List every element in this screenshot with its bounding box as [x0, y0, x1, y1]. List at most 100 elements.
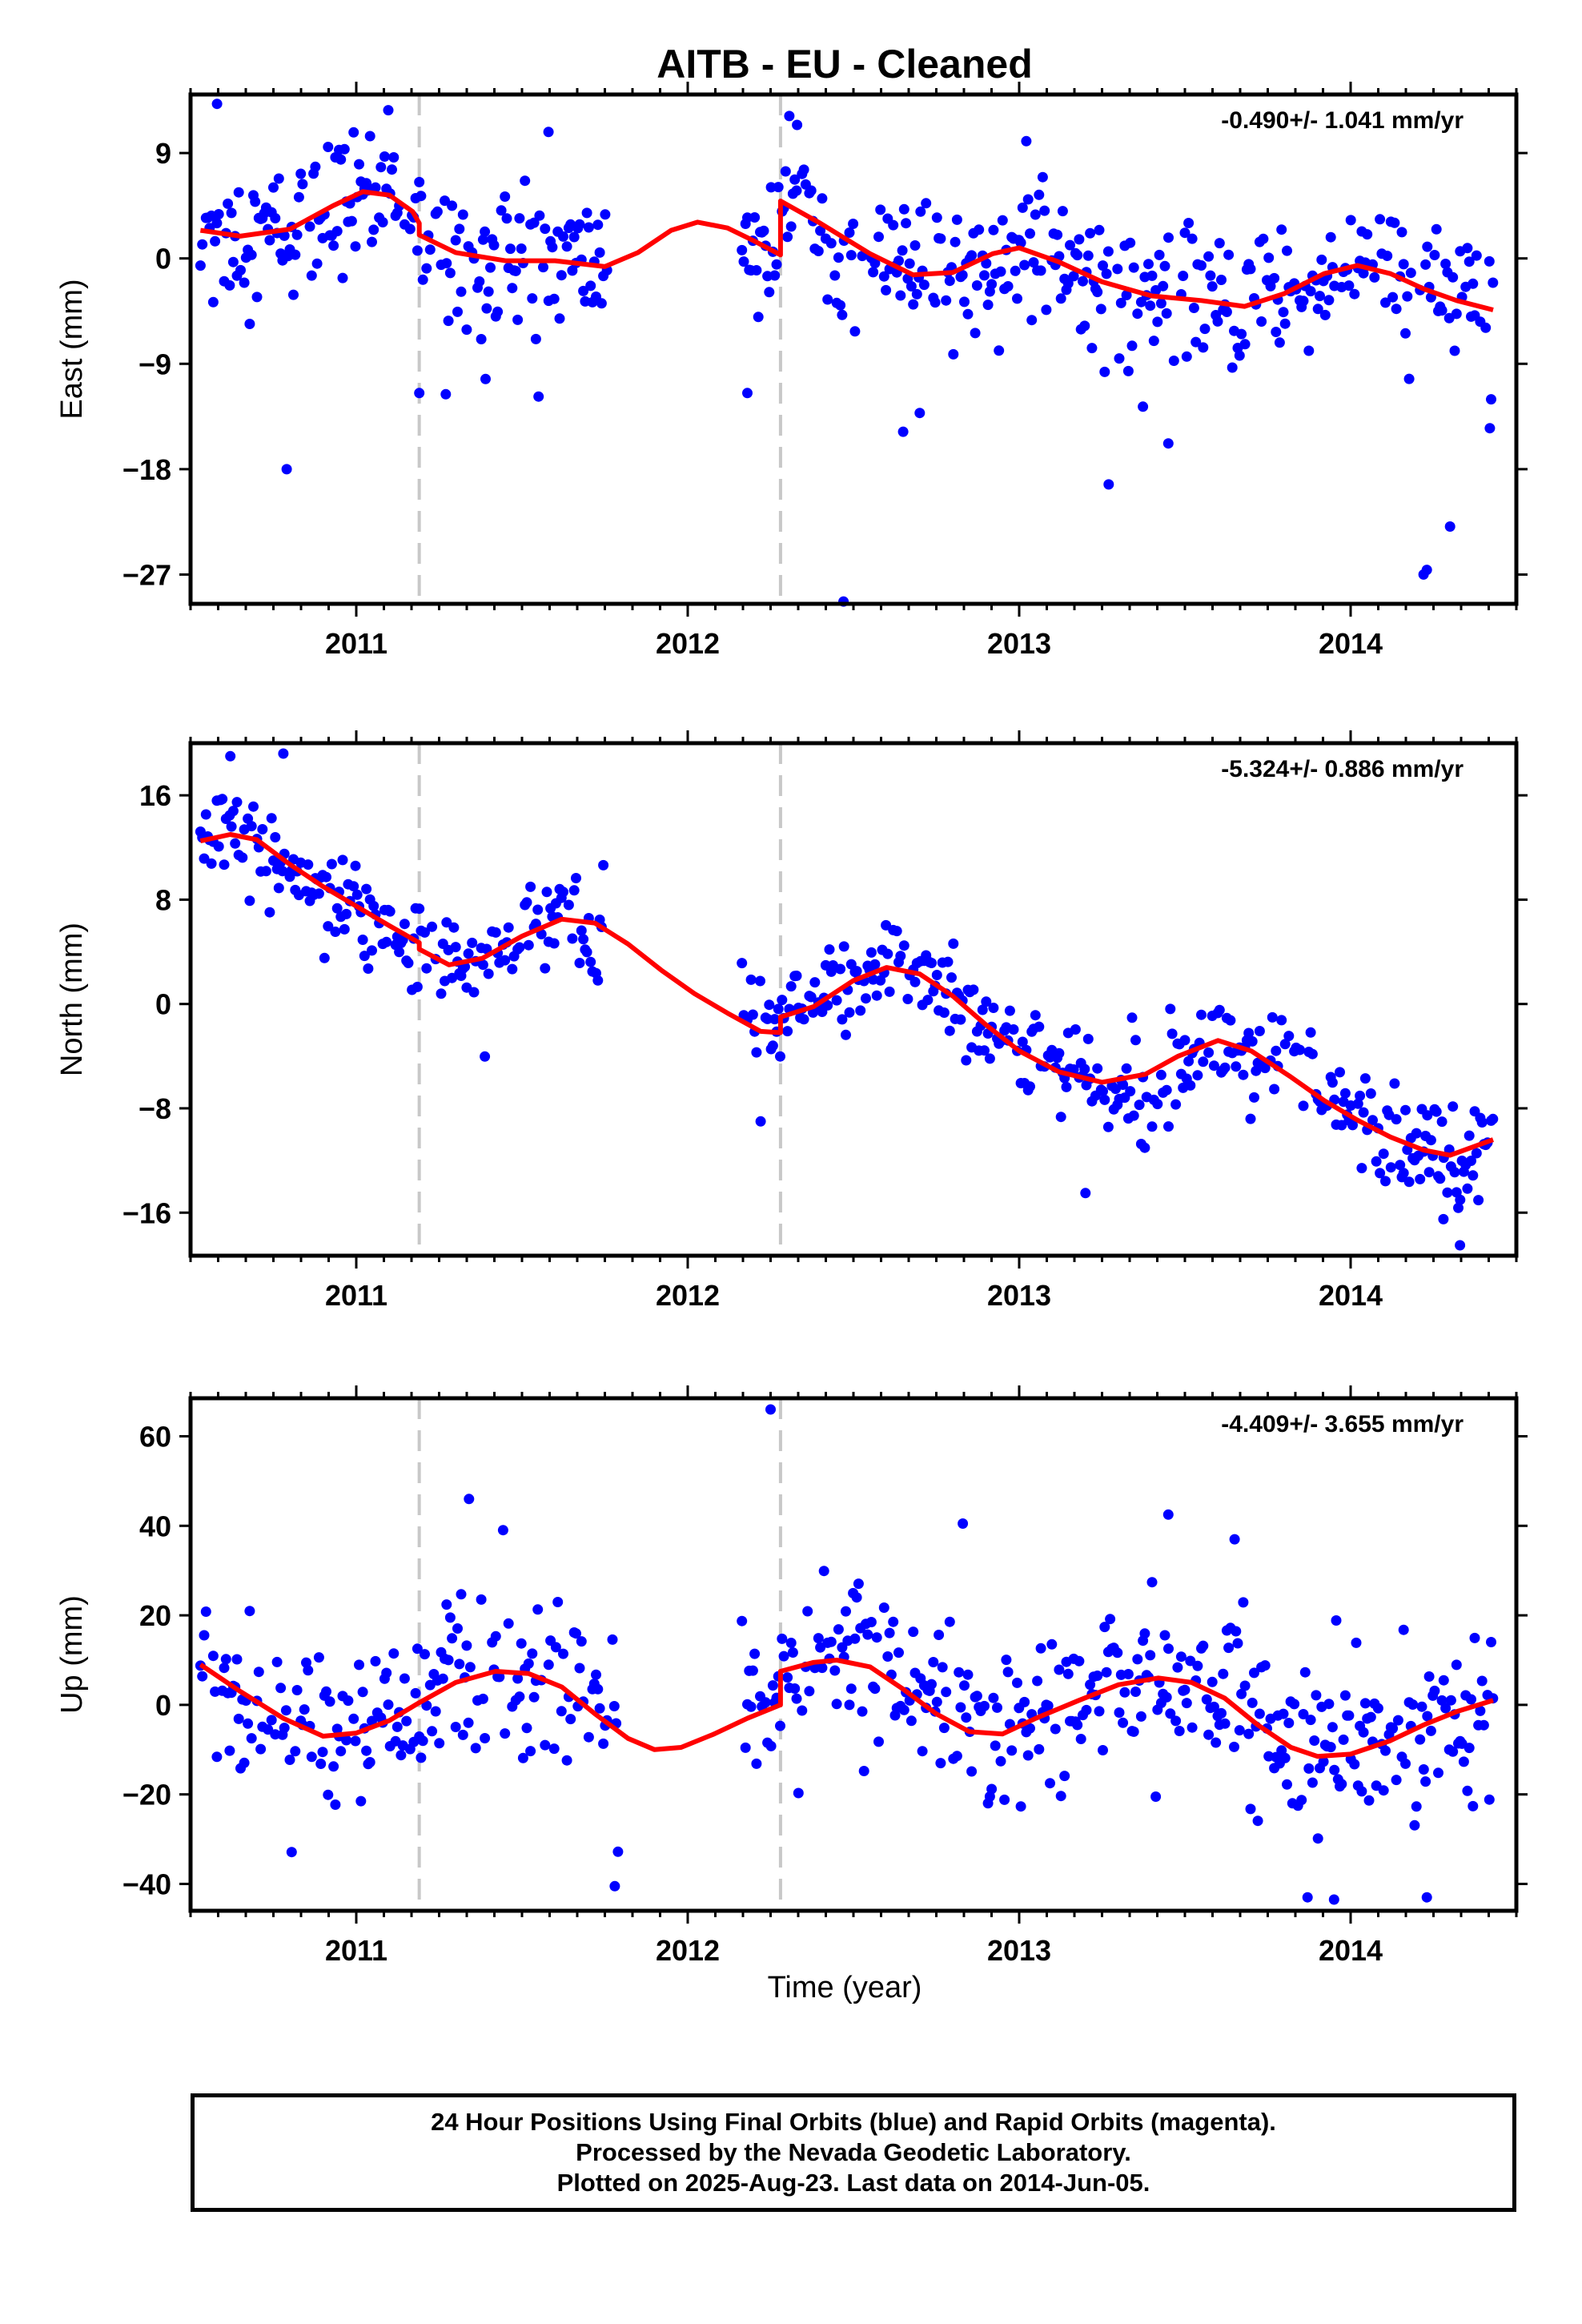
data-point — [467, 937, 478, 948]
data-point — [905, 281, 917, 292]
data-point — [1359, 1073, 1371, 1084]
data-point — [835, 963, 846, 975]
data-point — [802, 1606, 813, 1617]
data-point — [979, 270, 990, 281]
data-point — [375, 162, 387, 173]
data-point — [1400, 1758, 1411, 1769]
data-point — [578, 934, 589, 945]
data-point — [971, 280, 982, 291]
data-point — [480, 1733, 491, 1743]
data-point — [1245, 263, 1256, 275]
data-point — [1231, 1626, 1242, 1637]
data-point — [1179, 1035, 1191, 1046]
data-point — [558, 1648, 568, 1659]
data-point — [737, 244, 748, 255]
data-point — [909, 240, 921, 251]
data-point-outlier — [1328, 1894, 1339, 1905]
data-point — [1351, 1637, 1362, 1648]
data-point — [1415, 1734, 1426, 1745]
data-point — [1415, 1173, 1426, 1184]
data-point — [1436, 305, 1447, 316]
data-point — [813, 1633, 824, 1644]
data-point — [1325, 231, 1336, 243]
data-point — [568, 885, 580, 896]
data-point — [1247, 1697, 1258, 1708]
data-point — [492, 306, 504, 317]
data-point — [288, 289, 299, 300]
data-point — [217, 794, 228, 805]
data-point — [523, 939, 534, 951]
data-point — [321, 871, 331, 883]
data-point — [881, 284, 892, 296]
data-point — [875, 204, 886, 215]
data-point — [951, 214, 962, 225]
data-point — [456, 1589, 467, 1600]
data-point — [421, 963, 432, 974]
data-point — [1299, 1667, 1311, 1678]
data-point — [1396, 227, 1407, 238]
data-point — [1041, 304, 1052, 316]
data-point — [1159, 1630, 1170, 1641]
data-point — [742, 212, 753, 223]
data-point-outlier — [440, 388, 452, 400]
y-tick-label: 8 — [155, 883, 171, 916]
data-point — [264, 907, 275, 918]
data-point — [749, 212, 761, 223]
data-point — [917, 1746, 928, 1757]
data-point — [585, 280, 596, 292]
data-point — [838, 941, 849, 952]
data-point — [809, 1663, 821, 1674]
data-point — [1132, 1654, 1143, 1665]
data-point — [295, 168, 307, 179]
data-point — [1438, 1675, 1449, 1686]
data-point — [348, 127, 359, 138]
data-point — [527, 293, 538, 304]
data-point — [414, 176, 425, 187]
data-point — [1216, 1707, 1227, 1719]
data-point — [962, 308, 974, 320]
data-point — [851, 1592, 862, 1603]
data-point — [607, 1634, 618, 1645]
data-point — [926, 958, 937, 968]
data-point — [1359, 1698, 1371, 1709]
y-tick-label: 9 — [155, 137, 171, 170]
data-point — [1081, 1704, 1092, 1715]
data-point — [1054, 1047, 1065, 1059]
data-point — [528, 1691, 540, 1703]
data-point — [825, 238, 837, 249]
data-point — [1265, 280, 1276, 292]
data-point — [789, 174, 801, 185]
data-point — [931, 212, 942, 223]
x-tick-label: 2014 — [1319, 627, 1383, 660]
data-point — [1121, 290, 1132, 300]
data-point — [592, 975, 604, 986]
model-curve — [199, 1658, 1494, 1759]
data-point — [500, 1728, 511, 1739]
data-point — [738, 256, 749, 267]
data-point — [1022, 1750, 1034, 1761]
data-point — [767, 1680, 778, 1691]
data-point — [1455, 1194, 1466, 1205]
data-point — [1468, 1800, 1479, 1811]
data-point — [339, 143, 350, 155]
data-point — [745, 974, 757, 985]
data-point — [591, 1669, 601, 1680]
data-point — [905, 1715, 917, 1727]
data-point — [250, 196, 261, 207]
data-point — [1208, 1701, 1219, 1712]
data-point — [540, 1739, 551, 1751]
data-point — [1128, 262, 1139, 273]
data-point — [1227, 362, 1238, 373]
data-point — [1279, 318, 1291, 329]
data-point — [223, 198, 234, 209]
data-point — [1122, 365, 1134, 376]
data-point — [350, 241, 361, 252]
data-point — [1471, 1148, 1482, 1159]
data-point — [1245, 1113, 1256, 1124]
data-point — [1214, 1004, 1225, 1015]
data-point — [521, 897, 532, 908]
data-point — [1075, 1734, 1086, 1744]
data-point — [1178, 271, 1189, 281]
data-point — [505, 243, 516, 255]
panel-up: 60 40 20 0 −20 −40 2011 2012 2013 2014 Up (mm) -4.4… — [55, 1385, 1528, 1967]
